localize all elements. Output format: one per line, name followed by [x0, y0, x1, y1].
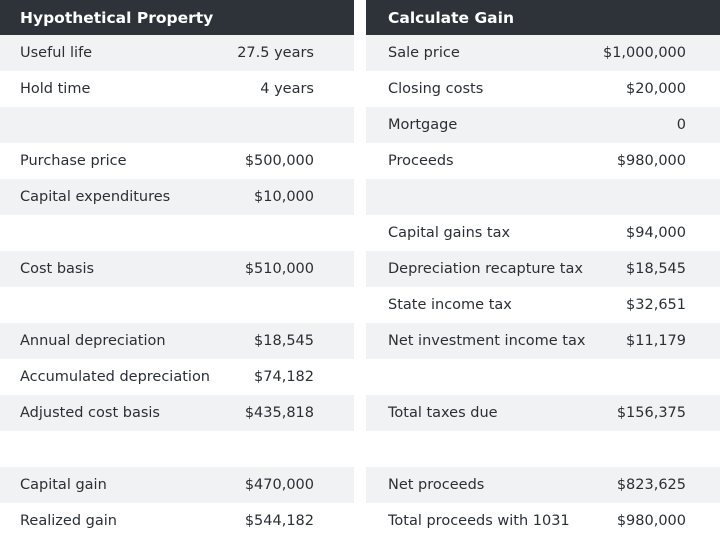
row-label: Purchase price — [20, 153, 127, 169]
calculate-gain-header: Calculate Gain — [366, 0, 720, 35]
table-row: Hold time 4 years — [0, 71, 354, 107]
row-label: Sale price — [388, 45, 460, 61]
table-row: Capital gains tax $94,000 — [366, 215, 720, 251]
table-row: Total proceeds with 1031 $980,000 — [366, 503, 720, 539]
row-value: $18,545 — [626, 261, 686, 277]
row-value: $32,651 — [626, 297, 686, 313]
row-label: Hold time — [20, 81, 91, 97]
table-row — [366, 431, 720, 467]
table-row: State income tax $32,651 — [366, 287, 720, 323]
row-label: Useful life — [20, 45, 93, 61]
table-row — [366, 179, 720, 215]
row-value: 4 years — [260, 81, 314, 97]
row-value: $500,000 — [244, 153, 314, 169]
row-value: $980,000 — [616, 513, 686, 529]
row-label: Net proceeds — [388, 477, 485, 493]
row-label: Depreciation recapture tax — [388, 261, 583, 277]
table-row: Proceeds $980,000 — [366, 143, 720, 179]
table-row: Useful life 27.5 years — [0, 35, 354, 71]
row-value: $11,179 — [626, 333, 686, 349]
table-row: Closing costs $20,000 — [366, 71, 720, 107]
hypothetical-property-rows: Useful life 27.5 years Hold time 4 years P… — [0, 35, 354, 539]
table-row: Cost basis $510,000 — [0, 251, 354, 287]
row-label: Proceeds — [388, 153, 454, 169]
calculate-gain-table: Calculate Gain Sale price $1,000,000 Clos… — [366, 0, 720, 539]
table-row: Capital gain $470,000 — [0, 467, 354, 503]
row-label: Annual depreciation — [20, 333, 166, 349]
row-value: $94,000 — [626, 225, 686, 241]
table-row — [0, 215, 354, 251]
table-row: Net proceeds $823,625 — [366, 467, 720, 503]
table-row: Annual depreciation $18,545 — [0, 323, 354, 359]
row-label: Net investment income tax — [388, 333, 586, 349]
row-label: Cost basis — [20, 261, 95, 277]
row-label: Capital gains tax — [388, 225, 511, 241]
table-row: Capital expenditures $10,000 — [0, 179, 354, 215]
row-value: $435,818 — [244, 405, 314, 421]
row-label: Capital gain — [20, 477, 107, 493]
row-value: $980,000 — [616, 153, 686, 169]
table-row: Realized gain $544,182 — [0, 503, 354, 539]
row-label: State income tax — [388, 297, 512, 313]
hypothetical-property-header: Hypothetical Property — [0, 0, 354, 35]
row-value: $10,000 — [254, 189, 314, 205]
table-row: Sale price $1,000,000 — [366, 35, 720, 71]
row-value: $823,625 — [616, 477, 686, 493]
table-row: Mortgage 0 — [366, 107, 720, 143]
calculate-gain-rows: Sale price $1,000,000 Closing costs $20,00… — [366, 35, 720, 539]
row-value: $74,182 — [254, 369, 314, 385]
row-value: $510,000 — [244, 261, 314, 277]
row-label: Total proceeds with 1031 — [388, 513, 570, 529]
row-value: $156,375 — [616, 405, 686, 421]
table-row — [0, 287, 354, 323]
row-label: Realized gain — [20, 513, 117, 529]
row-label: Mortgage — [388, 117, 458, 133]
table-row — [366, 359, 720, 395]
table-row: Net investment income tax $11,179 — [366, 323, 720, 359]
row-value: $1,000,000 — [602, 45, 686, 61]
row-value: $18,545 — [254, 333, 314, 349]
row-value: $544,182 — [244, 513, 314, 529]
row-value: $470,000 — [244, 477, 314, 493]
row-value: $20,000 — [626, 81, 686, 97]
table-row: Accumulated depreciation $74,182 — [0, 359, 354, 395]
table-row — [0, 431, 354, 467]
table-row: Total taxes due $156,375 — [366, 395, 720, 431]
table-row: Depreciation recapture tax $18,545 — [366, 251, 720, 287]
table-row: Purchase price $500,000 — [0, 143, 354, 179]
row-label: Capital expenditures — [20, 189, 171, 205]
table-row: Adjusted cost basis $435,818 — [0, 395, 354, 431]
row-value: 27.5 years — [237, 45, 314, 61]
row-label: Total taxes due — [388, 405, 498, 421]
row-label: Accumulated depreciation — [20, 369, 211, 385]
table-row — [0, 107, 354, 143]
row-label: Closing costs — [388, 81, 484, 97]
row-value: 0 — [676, 117, 686, 133]
hypothetical-property-table: Hypothetical Property Useful life 27.5 ye… — [0, 0, 354, 539]
row-label: Adjusted cost basis — [20, 405, 160, 421]
